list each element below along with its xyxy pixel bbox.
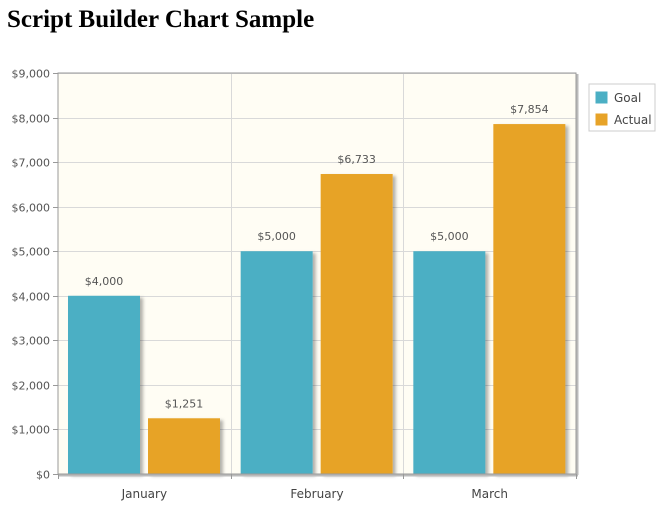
y-tick-label: $3,000 — [12, 335, 51, 348]
x-axis: January February March — [58, 474, 577, 501]
bars-group — [68, 124, 566, 474]
y-tick-label: $9,000 — [12, 68, 51, 81]
legend: Goal Actual — [588, 83, 656, 132]
y-axis: $0 $1,000 $2,000 $3,000 $4,000 $5,000 $6,000 $7… — [12, 68, 58, 482]
bar-actual-march — [493, 124, 566, 474]
bar-goal-february — [240, 251, 313, 474]
x-tick-label: February — [290, 487, 343, 501]
y-tick-label: $6,000 — [12, 202, 51, 215]
x-tick-label: March — [471, 487, 508, 501]
data-label: $6,733 — [337, 153, 376, 166]
bar-actual-february — [320, 174, 393, 474]
legend-label-goal: Goal — [614, 91, 641, 105]
y-tick-label: $7,000 — [12, 157, 51, 170]
plot-area — [58, 73, 576, 474]
x-tick-label: January — [121, 487, 168, 501]
y-tick-label: $1,000 — [12, 424, 51, 437]
y-tick-label: $0 — [36, 469, 50, 482]
grid-lines — [58, 73, 576, 475]
data-label: $5,000 — [257, 230, 296, 243]
bar-goal-january — [68, 295, 140, 474]
bar-goal-march — [413, 251, 486, 474]
data-label: $1,251 — [165, 397, 204, 410]
plot-frame — [57, 72, 577, 475]
data-label: $5,000 — [430, 230, 469, 243]
data-label: $4,000 — [85, 275, 124, 288]
legend-swatch-actual — [594, 112, 609, 127]
data-labels-group: $4,000 $5,000 $5,000 $1,251 $6,733 $7,854 — [85, 103, 549, 410]
legend-swatch-goal — [594, 90, 609, 105]
data-label: $7,854 — [510, 103, 549, 116]
y-tick-label: $4,000 — [12, 291, 51, 304]
page-title: Script Builder Chart Sample — [7, 6, 315, 33]
y-tick-label: $2,000 — [12, 380, 51, 393]
y-tick-label: $5,000 — [12, 246, 51, 259]
y-tick-label: $8,000 — [12, 113, 51, 126]
legend-label-actual: Actual — [614, 113, 652, 127]
bar-actual-january — [148, 418, 220, 474]
